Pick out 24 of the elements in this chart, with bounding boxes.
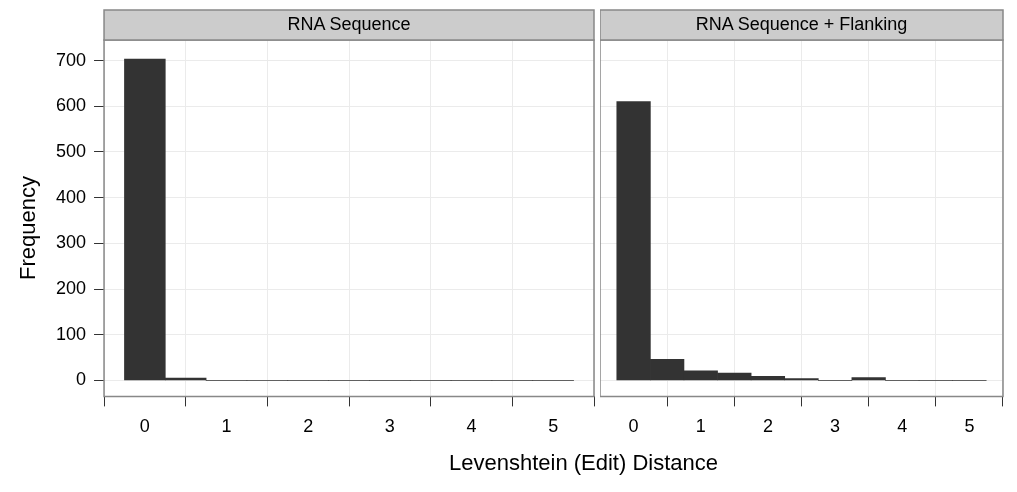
y-tick-label: 200 xyxy=(55,277,87,298)
y-tick-label: 700 xyxy=(55,49,87,70)
x-tick-label: 1 xyxy=(695,416,706,437)
x-tick-label: 3 xyxy=(830,416,841,437)
chart-title: RNA Sequence xyxy=(287,13,411,34)
x-tick-label: 2 xyxy=(762,416,773,437)
x-tick-label: 5 xyxy=(548,416,559,437)
y-axis-title: Frequency xyxy=(15,176,41,280)
x-tick-label: 0 xyxy=(139,416,150,437)
x-tick-label: 4 xyxy=(897,416,908,437)
x-tick-label: 0 xyxy=(628,416,639,437)
x-tick-label: 2 xyxy=(303,416,314,437)
x-tick-label: 5 xyxy=(964,416,975,437)
y-tick-label: 300 xyxy=(55,232,87,253)
x-tick-label: 4 xyxy=(466,416,477,437)
y-tick-label: 0 xyxy=(76,369,87,390)
y-tick-label: 600 xyxy=(55,95,87,116)
x-tick-label: 1 xyxy=(221,416,232,437)
y-tick-label: 100 xyxy=(55,323,87,344)
chart-title: RNA Sequence + Flanking xyxy=(695,13,908,34)
x-tick-label: 3 xyxy=(384,416,395,437)
x-axis-title: Levenshtein (Edit) Distance xyxy=(448,450,719,476)
y-tick-label: 400 xyxy=(55,186,87,207)
y-tick-label: 500 xyxy=(55,140,87,161)
